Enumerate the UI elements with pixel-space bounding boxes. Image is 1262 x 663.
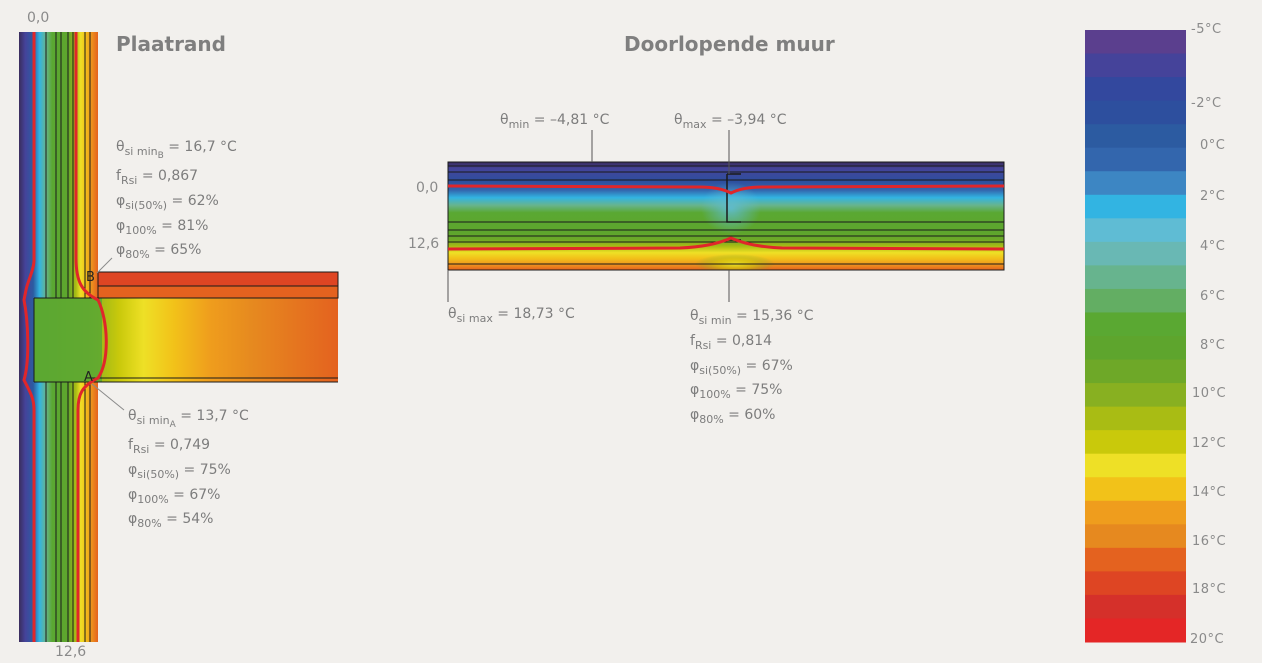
scale-swatch xyxy=(1085,430,1186,455)
scale-label: -2°C xyxy=(1191,96,1222,111)
doorlopend-layer-lines xyxy=(447,161,1005,271)
scale-swatch xyxy=(1085,594,1186,619)
annotation-point-b: θsi minB = 16,7 °C fRsi = 0,867 φsi(50%)… xyxy=(116,137,237,265)
scale-label: 20°C xyxy=(1190,632,1225,647)
theta-si-min-d: θsi min = 15,36 °C xyxy=(690,308,814,327)
scale-swatch xyxy=(1085,571,1186,596)
f-rsi-b: fRsi = 0,867 xyxy=(116,167,199,187)
doorlopend-anchor-hotspot xyxy=(695,254,775,270)
theta-si-max-label: θsi max = 18,73 °C xyxy=(448,306,575,325)
scale-swatch xyxy=(1085,336,1186,361)
scale-swatch xyxy=(1085,194,1186,219)
scale-swatch xyxy=(1085,124,1186,149)
scale-label: 6°C xyxy=(1200,289,1226,304)
plaatrand-slab-core xyxy=(34,298,102,382)
plaatrand-isotherm-inner xyxy=(74,32,108,642)
scale-swatch xyxy=(1085,477,1186,502)
doorlopend-isotherm-outer xyxy=(447,184,1005,195)
color-scale-bar xyxy=(1085,30,1186,643)
scale-label: 18°C xyxy=(1192,582,1227,597)
leader-b xyxy=(96,257,113,274)
doorlopend-title: Doorlopende muur xyxy=(624,32,835,56)
theta-si-min-b: θsi minB = 16,7 °C xyxy=(116,139,237,161)
phi-80-b: φ80% = 65% xyxy=(116,242,202,262)
annotation-point-a: θsi minA = 13,7 °C fRsi = 0,749 φsi(50%)… xyxy=(128,406,249,534)
scale-swatch xyxy=(1085,406,1186,431)
scale-swatch xyxy=(1085,288,1186,313)
point-b-label: B xyxy=(86,270,95,285)
doorlopend-section xyxy=(447,130,1005,302)
scale-swatch xyxy=(1085,241,1186,266)
scale-label: 0°C xyxy=(1200,138,1226,153)
scale-swatch xyxy=(1085,53,1186,78)
scale-swatch xyxy=(1085,453,1186,478)
scale-label: 4°C xyxy=(1200,239,1226,254)
scale-label: 2°C xyxy=(1200,189,1226,204)
plaatrand-top-label: 0,0 xyxy=(27,10,50,26)
scale-label: 8°C xyxy=(1200,338,1226,353)
phi-80-d: φ80% = 60% xyxy=(690,407,776,426)
f-rsi-a: fRsi = 0,749 xyxy=(128,436,211,456)
annotation-doorlopend: θsi min = 15,36 °C fRsi = 0,814 φsi(50%)… xyxy=(690,306,814,430)
phi-si50-b: φsi(50%) = 62% xyxy=(116,192,219,212)
f-rsi-d: fRsi = 0,814 xyxy=(690,332,773,352)
scale-swatch xyxy=(1085,77,1186,102)
plaatrand-isotherm-outer xyxy=(22,32,36,642)
theta-min-label: θmin = –4,81 °C xyxy=(500,112,610,131)
scale-swatch xyxy=(1085,618,1186,643)
scale-swatch xyxy=(1085,500,1186,525)
phi-100-b: φ100% = 81% xyxy=(116,217,209,237)
plaatrand-title: Plaatrand xyxy=(116,32,226,56)
doorlopend-label-00: 0,0 xyxy=(416,180,439,196)
scale-swatch xyxy=(1085,171,1186,196)
scale-swatch xyxy=(1085,265,1186,290)
scale-swatch xyxy=(1085,359,1186,384)
scale-swatch xyxy=(1085,30,1186,55)
scale-label: -5°C xyxy=(1191,22,1222,37)
phi-si50-d: φsi(50%) = 67% xyxy=(690,357,793,377)
doorlopend-anchor-coldspot xyxy=(701,182,761,234)
scale-label: 16°C xyxy=(1192,534,1227,549)
phi-100-a: φ100% = 67% xyxy=(128,486,221,506)
scale-swatch xyxy=(1085,218,1186,243)
doorlopend-label-126: 12,6 xyxy=(408,236,440,252)
plaatrand-top-layer-hot xyxy=(98,272,338,286)
scale-swatch xyxy=(1085,547,1186,572)
phi-100-d: φ100% = 75% xyxy=(690,382,783,402)
plaatrand-bottom-label: 12,6 xyxy=(55,644,87,660)
phi-80-a: φ80% = 54% xyxy=(128,511,214,531)
scale-label: 12°C xyxy=(1192,436,1227,451)
scale-label: 10°C xyxy=(1192,386,1227,401)
point-a-label: A xyxy=(84,370,93,385)
scale-label: 14°C xyxy=(1192,485,1227,500)
leader-a xyxy=(91,383,125,411)
doorlopend-isotherm-inner xyxy=(447,236,1005,251)
plaatrand-section xyxy=(19,32,339,642)
theta-max-label: θmax = –3,94 °C xyxy=(674,112,787,131)
scale-swatch xyxy=(1085,383,1186,408)
scale-swatch xyxy=(1085,312,1186,337)
scale-swatch xyxy=(1085,147,1186,172)
plaatrand-slab-lines xyxy=(33,271,339,383)
scale-swatch xyxy=(1085,524,1186,549)
phi-si50-a: φsi(50%) = 75% xyxy=(128,461,231,481)
scale-swatch xyxy=(1085,100,1186,125)
theta-si-min-a: θsi minA = 13,7 °C xyxy=(128,408,249,430)
